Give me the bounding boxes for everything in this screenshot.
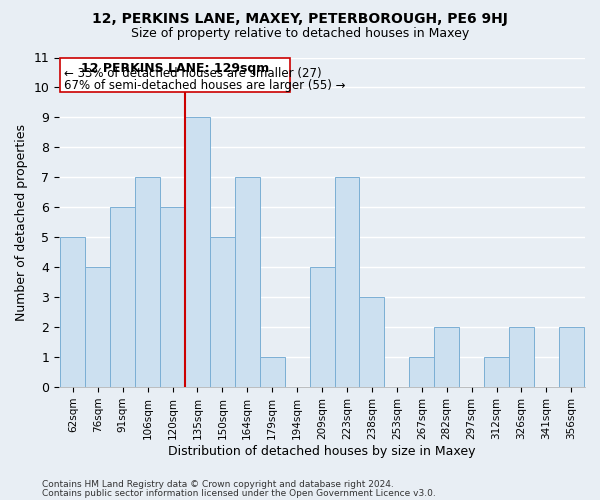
Bar bbox=[135, 178, 160, 387]
X-axis label: Distribution of detached houses by size in Maxey: Distribution of detached houses by size … bbox=[169, 444, 476, 458]
Y-axis label: Number of detached properties: Number of detached properties bbox=[15, 124, 28, 321]
Bar bbox=[484, 357, 509, 387]
Bar bbox=[85, 267, 110, 387]
Bar bbox=[409, 357, 434, 387]
Text: 12 PERKINS LANE: 129sqm: 12 PERKINS LANE: 129sqm bbox=[80, 62, 269, 74]
Bar bbox=[260, 357, 284, 387]
Bar bbox=[559, 327, 584, 387]
Text: 67% of semi-detached houses are larger (55) →: 67% of semi-detached houses are larger (… bbox=[64, 80, 345, 92]
FancyBboxPatch shape bbox=[60, 58, 290, 92]
Bar bbox=[359, 297, 385, 387]
Bar bbox=[509, 327, 534, 387]
Bar bbox=[434, 327, 459, 387]
Bar bbox=[61, 238, 85, 387]
Bar bbox=[160, 208, 185, 387]
Bar bbox=[185, 118, 210, 387]
Text: 12, PERKINS LANE, MAXEY, PETERBOROUGH, PE6 9HJ: 12, PERKINS LANE, MAXEY, PETERBOROUGH, P… bbox=[92, 12, 508, 26]
Text: Contains HM Land Registry data © Crown copyright and database right 2024.: Contains HM Land Registry data © Crown c… bbox=[42, 480, 394, 489]
Bar bbox=[335, 178, 359, 387]
Text: Contains public sector information licensed under the Open Government Licence v3: Contains public sector information licen… bbox=[42, 488, 436, 498]
Text: Size of property relative to detached houses in Maxey: Size of property relative to detached ho… bbox=[131, 28, 469, 40]
Bar bbox=[235, 178, 260, 387]
Text: ← 33% of detached houses are smaller (27): ← 33% of detached houses are smaller (27… bbox=[64, 66, 321, 80]
Bar bbox=[110, 208, 135, 387]
Bar bbox=[210, 238, 235, 387]
Bar bbox=[310, 267, 335, 387]
